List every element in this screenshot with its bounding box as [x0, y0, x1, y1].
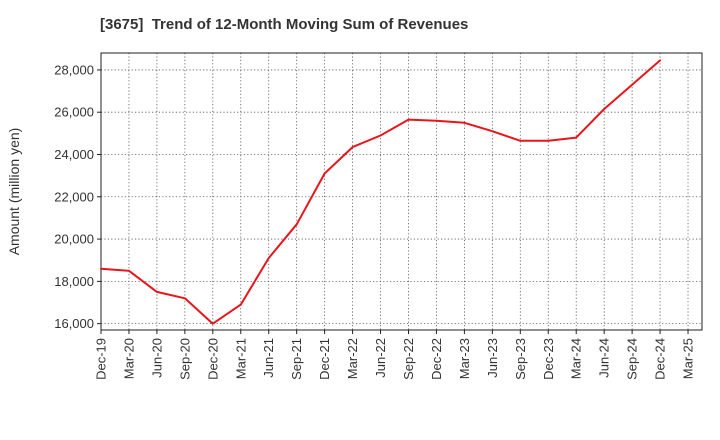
x-tick-label: Sep-22 [401, 338, 416, 380]
y-tick-label: 26,000 [54, 105, 94, 120]
x-tick-label: Mar-25 [681, 338, 696, 379]
x-tick-label: Dec-19 [94, 338, 109, 380]
y-axis: 16,000 18,000 20,000 22,000 24,000 26,000 28,0… [54, 62, 101, 331]
plot-area [100, 52, 703, 331]
x-tick-label: Jun-23 [485, 338, 500, 378]
x-tick-label: Dec-23 [541, 338, 556, 380]
x-tick-label: Sep-24 [625, 338, 640, 380]
x-tick-label: Dec-22 [429, 338, 444, 380]
y-tick-label: 18,000 [54, 274, 94, 289]
x-tick-label: Jun-22 [373, 338, 388, 378]
grid-lines [101, 53, 702, 330]
x-tick-label: Mar-21 [233, 338, 248, 379]
y-tick-label: 20,000 [54, 232, 94, 247]
y-tick-label: 22,000 [54, 189, 94, 204]
x-tick-label: Mar-20 [121, 338, 136, 379]
x-tick-label: Dec-20 [205, 338, 220, 380]
x-tick-label: Sep-21 [289, 338, 304, 380]
x-axis: Dec-19 Mar-20 Jun-20 Sep-20 Dec-20 Mar-21 Jun-… [94, 330, 696, 380]
x-tick-label: Sep-20 [177, 338, 192, 380]
x-tick-label: Sep-23 [513, 338, 528, 380]
y-tick-label: 24,000 [54, 147, 94, 162]
x-tick-label: Dec-24 [653, 338, 668, 380]
x-tick-label: Jun-21 [261, 338, 276, 378]
x-tick-label: Mar-24 [569, 338, 584, 379]
series-line [100, 59, 662, 325]
x-tick-label: Jun-20 [149, 338, 164, 378]
y-tick-label: 16,000 [54, 316, 94, 331]
x-tick-label: Dec-21 [317, 338, 332, 380]
x-tick-label: Mar-23 [457, 338, 472, 379]
x-tick-label: Jun-24 [597, 338, 612, 378]
x-tick-label: Mar-22 [345, 338, 360, 379]
y-axis-title: Amount (million yen) [6, 128, 22, 256]
y-tick-label: 28,000 [54, 62, 94, 77]
chart-title: [3675] Trend of 12-Month Moving Sum of R… [100, 16, 469, 33]
series-layer [100, 59, 662, 325]
